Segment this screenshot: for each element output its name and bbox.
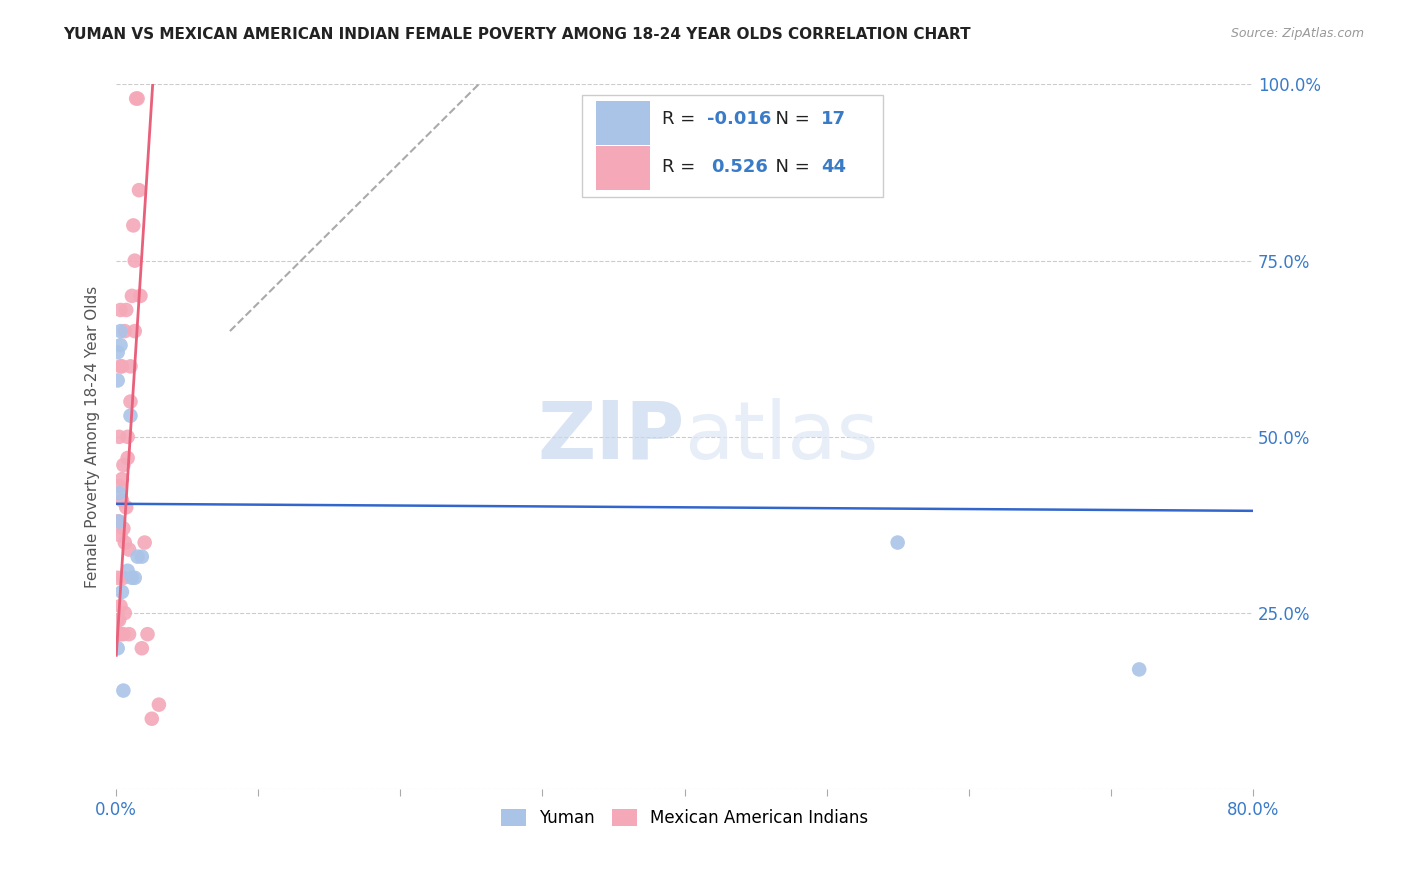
Text: R =: R = — [662, 158, 707, 176]
Point — [122, 219, 145, 233]
Point — [112, 683, 135, 698]
FancyBboxPatch shape — [582, 95, 883, 197]
Point — [110, 338, 132, 352]
Point — [114, 324, 136, 338]
Point — [111, 493, 134, 508]
Point — [107, 627, 129, 641]
Point — [110, 528, 132, 542]
Text: 17: 17 — [821, 111, 846, 128]
Point — [108, 627, 131, 641]
Text: R =: R = — [662, 111, 700, 128]
Point — [125, 91, 148, 105]
Point — [118, 627, 141, 641]
Point — [131, 641, 153, 656]
Point — [128, 183, 150, 197]
Text: 0.526: 0.526 — [710, 158, 768, 176]
Point — [121, 571, 143, 585]
FancyBboxPatch shape — [596, 101, 651, 145]
Point — [115, 302, 138, 317]
Point — [1128, 662, 1150, 676]
Point — [115, 500, 138, 515]
Point — [131, 549, 153, 564]
Point — [120, 409, 142, 423]
Text: Source: ZipAtlas.com: Source: ZipAtlas.com — [1230, 27, 1364, 40]
Point — [110, 359, 132, 374]
Text: atlas: atlas — [685, 398, 879, 475]
Point — [108, 479, 131, 493]
Text: YUMAN VS MEXICAN AMERICAN INDIAN FEMALE POVERTY AMONG 18-24 YEAR OLDS CORRELATIO: YUMAN VS MEXICAN AMERICAN INDIAN FEMALE … — [63, 27, 972, 42]
FancyBboxPatch shape — [596, 146, 651, 190]
Point — [148, 698, 170, 712]
Text: ZIP: ZIP — [537, 398, 685, 475]
Point — [112, 521, 135, 535]
Point — [114, 535, 136, 549]
Point — [112, 458, 135, 472]
Point — [110, 627, 132, 641]
Text: -0.016: -0.016 — [707, 111, 772, 128]
Point — [110, 599, 132, 613]
Point — [134, 535, 156, 549]
Point — [141, 712, 163, 726]
Point — [108, 486, 131, 500]
Point — [107, 613, 129, 627]
Y-axis label: Female Poverty Among 18-24 Year Olds: Female Poverty Among 18-24 Year Olds — [86, 285, 100, 588]
Point — [114, 606, 136, 620]
Text: N =: N = — [763, 158, 815, 176]
Point — [111, 472, 134, 486]
Text: N =: N = — [763, 111, 815, 128]
Point — [124, 571, 146, 585]
Text: 44: 44 — [821, 158, 846, 176]
Point — [886, 535, 908, 549]
Point — [117, 430, 139, 444]
Point — [112, 627, 135, 641]
Point — [120, 394, 142, 409]
Point — [107, 345, 129, 359]
Point — [124, 324, 146, 338]
Point — [107, 515, 129, 529]
Point — [117, 450, 139, 465]
Point — [129, 289, 152, 303]
Point — [107, 641, 129, 656]
Point — [111, 359, 134, 374]
Legend: Yuman, Mexican American Indians: Yuman, Mexican American Indians — [495, 802, 875, 834]
Point — [108, 515, 131, 529]
Point — [124, 253, 146, 268]
Point — [107, 571, 129, 585]
Point — [117, 564, 139, 578]
Point — [136, 627, 159, 641]
Point — [112, 571, 135, 585]
Point — [121, 289, 143, 303]
Point — [118, 542, 141, 557]
Point — [110, 302, 132, 317]
Point — [127, 549, 149, 564]
Point — [107, 374, 129, 388]
Point — [127, 91, 149, 105]
Point — [120, 359, 142, 374]
Point — [108, 430, 131, 444]
Point — [111, 585, 134, 599]
Point — [108, 613, 131, 627]
Point — [110, 324, 132, 338]
